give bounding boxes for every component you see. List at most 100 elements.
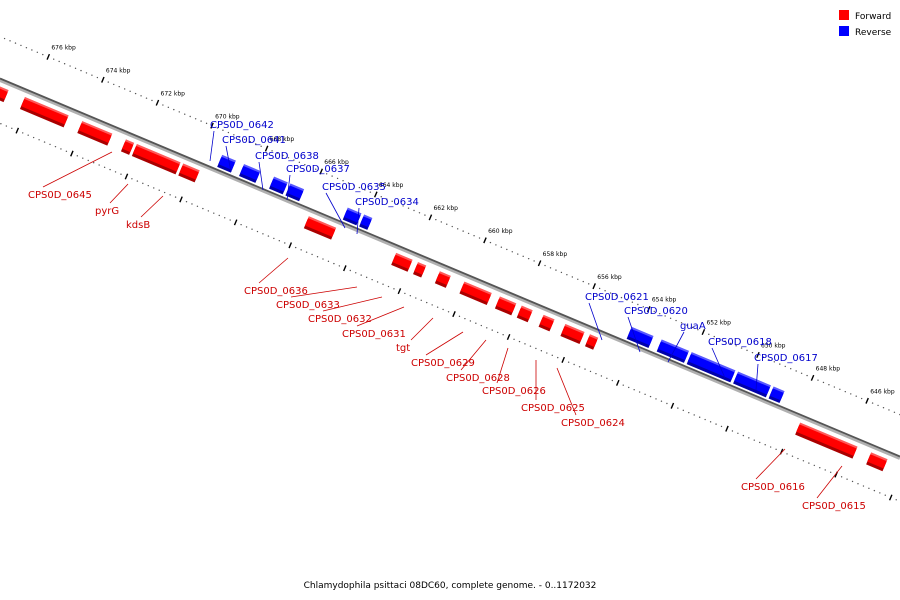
gene-label[interactable]: CPS0D_0633	[276, 300, 340, 311]
scale-dot	[349, 269, 351, 272]
scale-dot	[162, 104, 164, 106]
gene-tgt-forward[interactable]	[459, 281, 492, 306]
gene-label-leader	[410, 317, 434, 341]
gene-CPS0D_0635-reverse[interactable]	[342, 207, 362, 226]
gene-label[interactable]: CPS0D_0642	[210, 120, 274, 131]
gene-label[interactable]: CPS0D_0628	[446, 373, 510, 384]
scale-major-tick	[888, 494, 893, 501]
gene-label[interactable]: CPS0D_0615	[802, 501, 866, 512]
scale-dot	[333, 262, 335, 265]
gene-label[interactable]: CPS0D_0617	[754, 353, 818, 364]
gene-unlabeled-forward[interactable]	[77, 121, 113, 146]
scale-dot	[120, 173, 122, 175]
scale-major-tick	[179, 196, 183, 203]
gene-CPS0D_0629-forward[interactable]	[494, 296, 517, 316]
gene-label[interactable]: CPS0D_0645	[28, 190, 92, 201]
gene-label[interactable]: pyrG	[95, 206, 119, 217]
gene-guaA-reverse[interactable]	[686, 352, 736, 383]
gene-CPS0D_0645-forward[interactable]	[120, 139, 135, 155]
scale-dot	[822, 381, 825, 384]
gene-label-leader	[496, 347, 509, 384]
scale-major-tick	[15, 127, 20, 134]
scale-dot	[846, 478, 848, 480]
gene-label[interactable]: CPS0D_0631	[342, 329, 406, 340]
scale-dot	[42, 53, 44, 56]
gene-CPS0D_0618-reverse[interactable]	[733, 371, 771, 398]
scale-dot	[431, 304, 433, 306]
gene-CPS0D_0621-reverse[interactable]	[626, 326, 654, 349]
scale-dot	[420, 299, 422, 302]
gene-CPS0D_0631-forward[interactable]	[434, 271, 451, 288]
scale-dot	[189, 115, 191, 118]
gene-label[interactable]: CPS0D_0616	[741, 482, 805, 493]
scale-dot	[740, 347, 743, 349]
gene-bar-highlight	[463, 281, 492, 295]
gene-label[interactable]: CPS0D_0637	[286, 164, 350, 175]
scale-dot	[631, 301, 634, 303]
scale-dot	[207, 210, 210, 212]
gene-CPS0D_0634-reverse[interactable]	[359, 214, 373, 230]
gene-label[interactable]: CPS0D_0636	[244, 286, 308, 297]
gene-label[interactable]: CPS0D_0618	[708, 337, 772, 348]
gene-label[interactable]: CPS0D_0634	[355, 197, 419, 208]
gene-CPS0D_0620-reverse[interactable]	[656, 339, 689, 363]
legend-forward-label: Forward	[855, 12, 891, 22]
gene-label-leader	[109, 183, 129, 204]
gene-bar	[179, 163, 200, 180]
gene-CPS0D_0638-reverse[interactable]	[269, 176, 288, 195]
gene-unlabeled-forward[interactable]	[0, 85, 9, 103]
gene-label-leader	[286, 174, 291, 201]
gene-label[interactable]: CPS0D_0626	[482, 386, 546, 397]
gene-label[interactable]: CPS0D_0629	[411, 358, 475, 369]
gene-label[interactable]: CPS0D_0635	[322, 182, 386, 193]
gene-label[interactable]: kdsB	[126, 220, 150, 231]
gene-CPS0D_0628-forward[interactable]	[516, 305, 533, 323]
scale-dot	[680, 322, 683, 324]
scale-major-tick	[124, 173, 129, 180]
gene-kdsB-forward[interactable]	[178, 163, 200, 183]
scale-dot	[764, 444, 766, 446]
gene-CPS0D_0632-forward[interactable]	[413, 262, 427, 278]
gene-label[interactable]: CPS0D_0624	[561, 418, 625, 429]
gene-bar	[460, 281, 492, 303]
scale-dot	[495, 244, 497, 246]
gene-CPS0D_0633-forward[interactable]	[391, 252, 413, 272]
scale-dot	[342, 179, 344, 182]
scale-dot	[284, 242, 286, 244]
gene-CPS0D_0637-reverse[interactable]	[285, 183, 305, 202]
scale-dot	[435, 218, 437, 221]
legend-reverse-swatch	[839, 26, 849, 36]
gene-label[interactable]: CPS0D_0641	[222, 135, 286, 146]
gene-CPS0D_0615-forward[interactable]	[866, 452, 888, 472]
gene-bar	[270, 176, 288, 192]
gene-CPS0D_0616-forward[interactable]	[795, 422, 858, 459]
gene-label[interactable]: CPS0D_0620	[624, 306, 688, 317]
gene-CPS0D_0625-forward[interactable]	[560, 323, 585, 345]
gene-CPS0D_0636-forward[interactable]	[303, 216, 337, 240]
scale-dot	[14, 42, 17, 44]
gene-label[interactable]: CPS0D_0625	[521, 403, 585, 414]
gene-CPS0D_0626-forward[interactable]	[538, 314, 555, 332]
gene-unlabeled-forward[interactable]	[19, 96, 69, 128]
scale-dot	[698, 416, 701, 418]
scale-dot	[294, 246, 297, 249]
gene-label[interactable]: guaA	[680, 321, 706, 332]
gene-CPS0D_0641-reverse[interactable]	[239, 164, 261, 183]
scale-tick-label: 674 kbp	[106, 67, 131, 74]
gene-CPS0D_0617-reverse[interactable]	[768, 386, 785, 404]
gene-pyrG-forward[interactable]	[131, 144, 181, 175]
scale-major-tick	[70, 150, 74, 157]
gene-label[interactable]: CPS0D_0638	[255, 151, 319, 162]
gene-label[interactable]: tgt	[396, 343, 410, 354]
gene-label[interactable]: CPS0D_0621	[585, 292, 649, 303]
gene-bar	[517, 305, 533, 320]
scale-dot	[25, 47, 28, 49]
scale-dot	[784, 365, 786, 368]
scale-dot	[107, 81, 109, 83]
scale-dot	[205, 122, 208, 125]
scale-dot	[278, 239, 281, 242]
gene-CPS0D_0624-forward[interactable]	[584, 334, 599, 350]
gene-label[interactable]: CPS0D_0632	[308, 314, 372, 325]
scale-major-tick	[756, 351, 760, 358]
